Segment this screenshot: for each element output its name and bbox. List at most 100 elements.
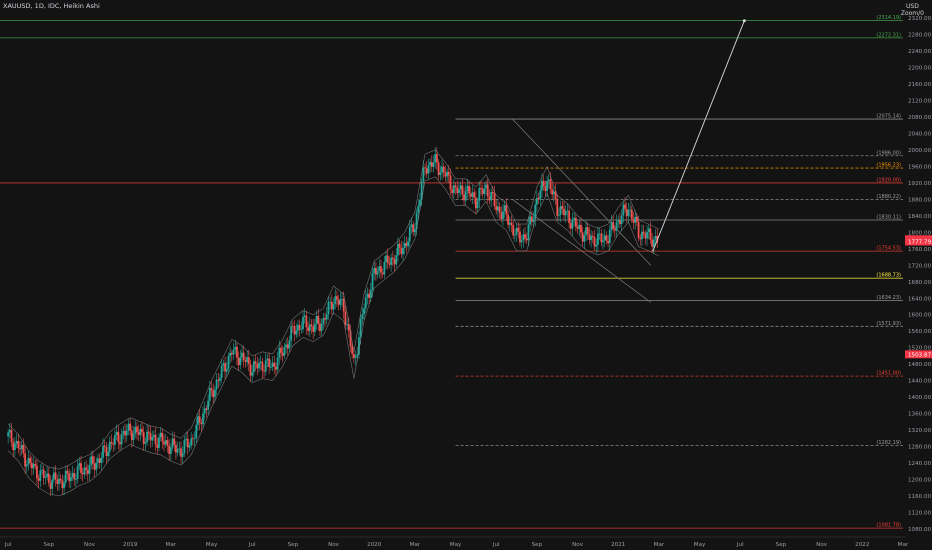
candle-body	[308, 324, 311, 331]
candle-body	[354, 355, 357, 359]
candle-body	[408, 226, 411, 242]
y-tick-label: 1760.00	[908, 247, 932, 253]
candle-body	[241, 352, 243, 358]
y-tick-label: 1560.00	[908, 329, 932, 335]
candle-body	[334, 296, 337, 304]
price-badge	[905, 237, 932, 246]
candle-body	[483, 188, 486, 195]
candle-body	[612, 222, 615, 229]
candle-body	[20, 444, 23, 450]
price-scale-panel	[905, 0, 932, 550]
candle-body	[208, 388, 211, 401]
candle-body	[573, 217, 576, 220]
candle-body	[264, 360, 267, 372]
candle-body	[168, 445, 171, 454]
candle-body	[495, 206, 498, 211]
x-tick-label: Mar	[410, 542, 421, 548]
candle-body	[519, 231, 521, 243]
y-tick-label: 1400.00	[908, 395, 932, 401]
candle-body	[91, 456, 94, 464]
candle-body	[198, 416, 201, 423]
candle-body	[73, 473, 76, 480]
candle-body	[83, 467, 86, 475]
candle-body	[17, 440, 20, 449]
candle-body	[574, 217, 577, 227]
x-tick-label: Jul	[4, 542, 12, 548]
candle-body	[288, 340, 291, 349]
candle-body	[410, 224, 413, 227]
candle-body	[595, 244, 598, 247]
candle-body	[169, 447, 172, 454]
level-label: (1282.19)	[876, 440, 901, 446]
candle-body	[417, 205, 420, 213]
candle-body	[349, 330, 352, 347]
candle-body	[310, 324, 313, 327]
candle-body	[149, 433, 152, 441]
candle-body	[312, 326, 315, 332]
candle-body	[458, 189, 460, 194]
candle-body	[319, 323, 321, 331]
candle-body	[25, 464, 28, 467]
candle-body	[522, 234, 525, 241]
candle-body	[117, 431, 120, 442]
candle-body	[381, 272, 384, 275]
candle-body	[378, 266, 381, 271]
candle-body	[61, 480, 64, 489]
candle-body	[541, 180, 543, 191]
candle-body	[352, 353, 355, 359]
candle-body	[454, 185, 457, 188]
candle-body	[524, 234, 526, 239]
candle-body	[502, 211, 504, 220]
candle-body	[293, 326, 296, 335]
candle-body	[266, 358, 269, 361]
candle-body	[581, 232, 584, 242]
x-tick-label: Nov	[572, 542, 584, 548]
candle-body	[225, 369, 228, 372]
candle-body	[220, 365, 223, 378]
candle-body	[258, 362, 260, 369]
candle-body	[520, 240, 523, 243]
candle-body	[469, 193, 472, 197]
candle-body	[110, 441, 113, 444]
candle-body	[180, 448, 182, 457]
candle-body	[303, 315, 306, 317]
candle-body	[46, 473, 49, 477]
x-tick-label: Jul	[736, 542, 744, 548]
x-tick-label: 2021	[611, 542, 626, 548]
candle-body	[437, 162, 440, 175]
y-tick-label: 1920.00	[908, 181, 932, 187]
x-tick-label: Sep	[532, 542, 543, 548]
candle-body	[54, 472, 57, 480]
candle-body	[142, 432, 145, 444]
candle-body	[385, 255, 387, 262]
y-tick-label: 1800.00	[908, 230, 932, 236]
candle-body	[90, 456, 93, 465]
candle-body	[186, 438, 189, 448]
candle-body	[481, 189, 484, 195]
candle-body	[200, 422, 203, 425]
candle-body	[14, 443, 16, 451]
candle-body	[585, 227, 587, 236]
candle-body	[307, 327, 310, 331]
x-tick-label: May	[450, 542, 462, 548]
candle-body	[185, 438, 187, 440]
candle-body	[127, 423, 130, 431]
candle-body	[395, 255, 398, 265]
candle-body	[300, 329, 303, 330]
candle-body	[224, 363, 226, 372]
candle-body	[203, 408, 206, 414]
candle-body	[202, 413, 204, 425]
y-tick-label: 1240.00	[908, 461, 932, 467]
candle-body	[478, 188, 481, 201]
candle-body	[273, 362, 276, 367]
candle-body	[86, 469, 89, 474]
y-tick-label: 2120.00	[908, 99, 932, 105]
candle-body	[415, 212, 418, 230]
y-tick-label: 2040.00	[908, 132, 932, 138]
candle-body	[624, 204, 626, 209]
candle-body	[47, 473, 50, 483]
candle-body	[451, 189, 454, 194]
candle-body	[588, 233, 591, 241]
candle-body	[420, 181, 423, 200]
